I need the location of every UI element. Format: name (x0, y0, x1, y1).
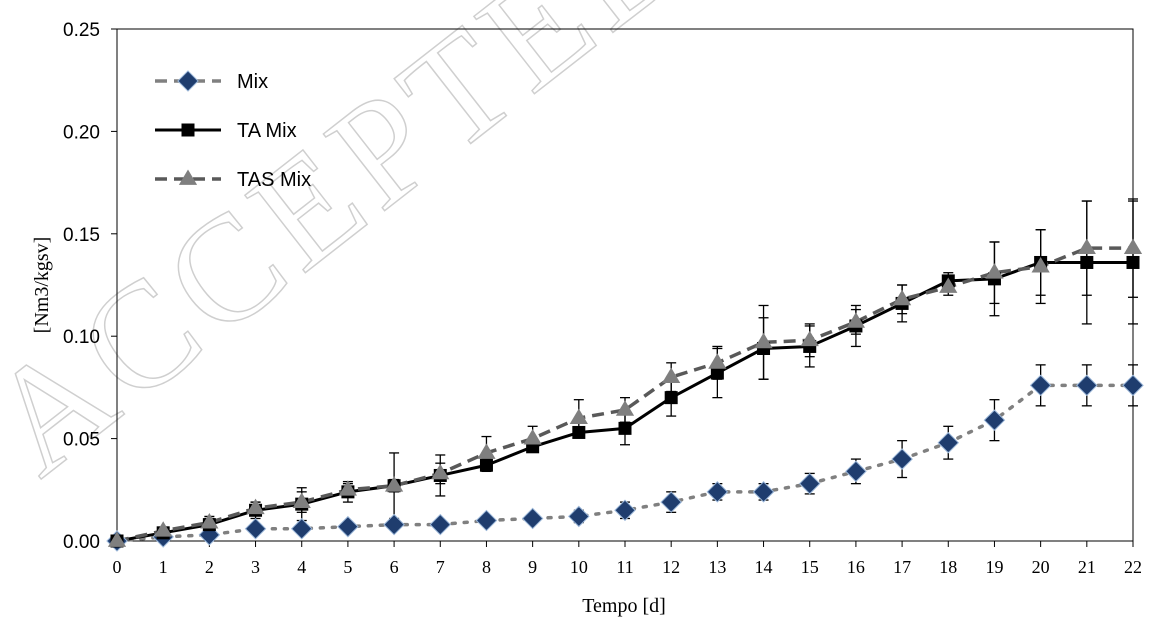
data-point-tas-mix (662, 367, 681, 384)
x-tick-label: 22 (1124, 557, 1142, 577)
data-point-ta-mix (572, 425, 586, 439)
data-point-mix (198, 524, 221, 546)
data-point-tas-mix (615, 400, 635, 416)
data-point-mix (244, 517, 267, 540)
x-tick-label: 2 (205, 557, 214, 577)
x-tick-label: 14 (755, 557, 773, 577)
data-point-mix (660, 491, 682, 513)
x-tick-label: 6 (390, 557, 399, 577)
data-point-tas-mix (200, 513, 219, 529)
data-point-mix (337, 515, 359, 538)
data-point-tas-mix (1031, 257, 1050, 273)
legend-label-mix: Mix (237, 71, 268, 93)
data-point-mix (290, 517, 313, 540)
data-point-ta-mix (618, 421, 632, 435)
legend-label-ta-mix: TA Mix (237, 120, 297, 142)
x-axis-title: Tempo [d] (582, 595, 666, 617)
data-point-tas-mix (892, 289, 912, 306)
data-point-tas-mix (292, 492, 311, 508)
data-point-tas-mix (846, 312, 866, 328)
data-point-ta-mix (664, 391, 678, 405)
data-point-mix (429, 513, 452, 536)
legend: Mix TA Mix TAS Mix (155, 70, 311, 191)
y-tick-label: 0.10 (63, 327, 100, 348)
data-point-mix (798, 472, 821, 495)
data-point-tas-mix (154, 521, 173, 537)
x-tick-label: 8 (482, 557, 491, 577)
x-tick-label: 16 (847, 557, 865, 577)
data-point-tas-mix (985, 263, 1004, 279)
data-point-tas-mix (800, 330, 819, 347)
x-tick-label: 11 (616, 557, 633, 577)
y-tick-label: 0.15 (63, 225, 100, 246)
data-point-mix (568, 505, 590, 528)
legend-marker-mix (177, 70, 199, 92)
y-tick-label: 0.00 (63, 532, 100, 553)
x-tick-label: 10 (570, 557, 588, 577)
data-point-mix (383, 513, 405, 536)
data-point-tas-mix (107, 531, 127, 547)
data-point-ta-mix (479, 458, 493, 472)
y-axis-title: [Nm3/kgsv] (31, 237, 53, 334)
x-tick-label: 21 (1078, 557, 1096, 577)
legend-marker-tas-mix (178, 169, 198, 185)
data-point-mix (1076, 374, 1098, 397)
data-point-mix (706, 481, 729, 503)
data-point-mix (752, 481, 775, 503)
x-tick-label: 5 (343, 557, 352, 577)
x-tick-label: 12 (662, 557, 680, 577)
series-markers (106, 238, 1144, 552)
data-point-tas-mix (246, 498, 265, 515)
data-point-tas-mix (708, 353, 727, 369)
data-point-mix (891, 448, 913, 470)
data-point-mix (845, 460, 867, 483)
data-point-tas-mix (1123, 238, 1143, 255)
data-point-tas-mix (1077, 238, 1096, 255)
y-tick-label: 0.20 (63, 122, 100, 143)
x-tick-label: 19 (985, 557, 1003, 577)
x-axis-ticks: 0 1 2 3 4 5 6 7 8 9 10 11 12 13 14 15 16 17 18 19 20 21 22 (113, 541, 1142, 577)
data-point-tas-mix (523, 429, 542, 445)
data-point-tas-mix (569, 408, 588, 424)
y-tick-label: 0.05 (63, 430, 100, 451)
data-point-mix (614, 499, 636, 522)
x-tick-label: 4 (297, 557, 306, 577)
x-tick-label: 18 (939, 557, 957, 577)
data-point-tas-mix (338, 480, 358, 496)
data-point-tas-mix (384, 476, 404, 492)
x-tick-label: 17 (893, 557, 911, 577)
data-point-tas-mix (939, 277, 958, 293)
series-line-tas-mix (116, 246, 1133, 543)
legend-marker-ta-mix (181, 123, 195, 137)
data-point-ta-mix (710, 366, 724, 380)
legend-label-tas-mix: TAS Mix (237, 169, 311, 191)
x-tick-label: 3 (251, 557, 260, 577)
y-tick-label: 0.25 (63, 20, 100, 41)
x-tick-label: 9 (528, 557, 537, 577)
data-point-mix (983, 409, 1006, 431)
data-point-mix (1029, 374, 1052, 397)
x-tick-label: 15 (801, 557, 819, 577)
x-tick-label: 1 (159, 557, 168, 577)
data-point-tas-mix (477, 443, 496, 459)
data-point-ta-mix (1080, 255, 1094, 269)
series-line-mix (115, 383, 1135, 543)
y-axis-ticks: 0.00 0.05 0.10 0.15 0.20 0.25 (63, 20, 117, 553)
data-point-mix (475, 509, 498, 532)
x-tick-label: 20 (1032, 557, 1050, 577)
data-point-mix (521, 507, 544, 530)
data-point-tas-mix (431, 463, 450, 480)
data-point-mix (1122, 374, 1144, 397)
data-point-mix (937, 431, 960, 454)
data-point-ta-mix (1126, 255, 1140, 269)
data-point-tas-mix (754, 332, 773, 349)
x-tick-label: 13 (708, 557, 726, 577)
x-tick-label: 7 (436, 557, 445, 577)
x-tick-label: 0 (113, 557, 122, 577)
